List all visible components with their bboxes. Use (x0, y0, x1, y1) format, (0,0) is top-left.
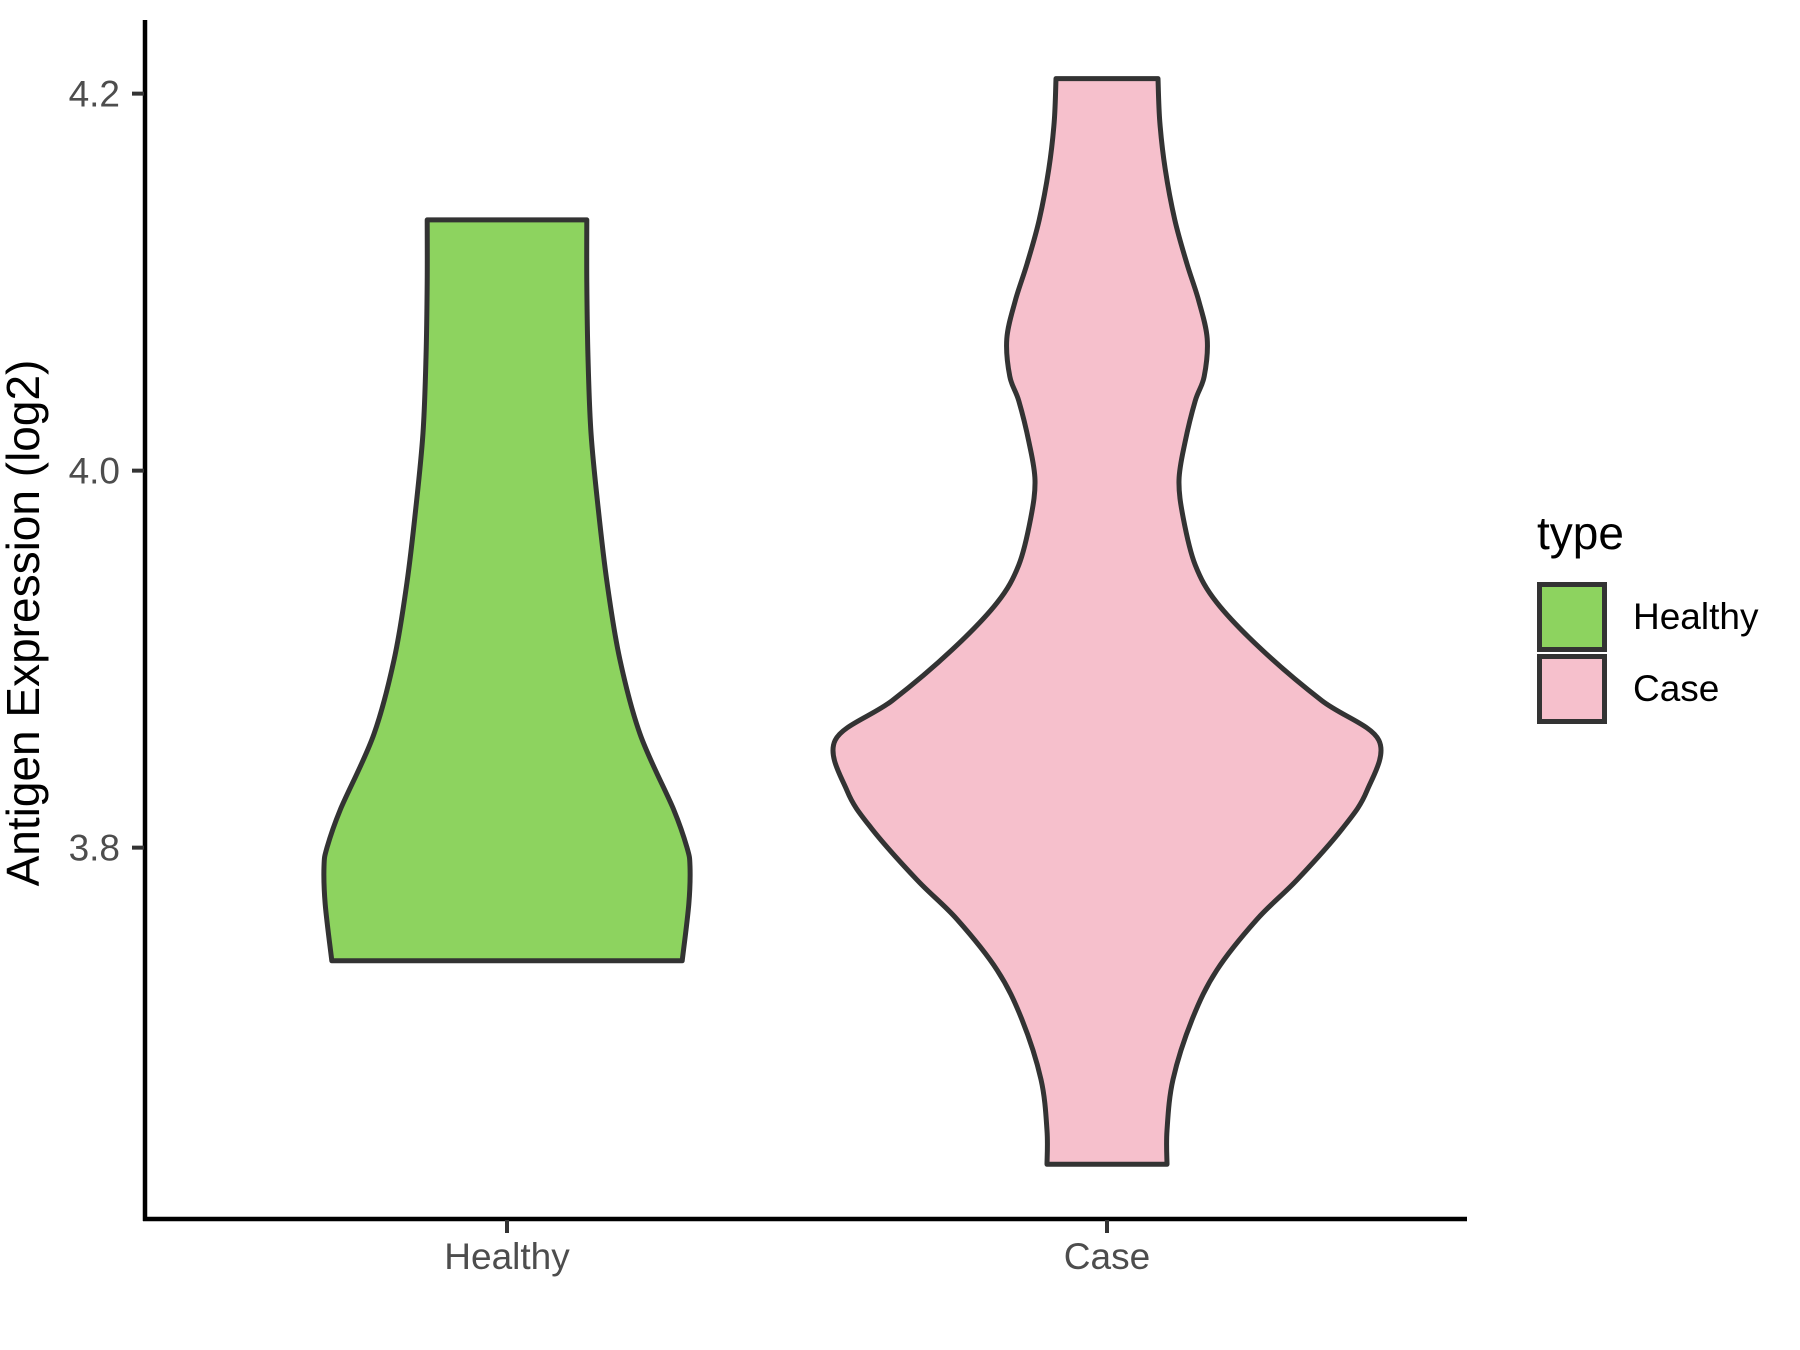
y-axis-ticks: 4.2 4.0 3.8 (69, 74, 144, 869)
violin-case (830, 76, 1384, 1167)
legend: type Healthy Case (1537, 506, 1758, 726)
legend-title: type (1537, 507, 1624, 559)
x-tick-label: Case (1064, 1236, 1150, 1277)
x-tick-label: Healthy (444, 1236, 570, 1277)
y-tick-label: 4.2 (69, 74, 120, 115)
y-axis-title: Antigen Expression (log2) (0, 359, 49, 887)
y-tick-label: 3.8 (69, 828, 120, 869)
y-tick-label: 4.0 (69, 451, 120, 492)
violins-group (321, 76, 1384, 1167)
legend-label-healthy: Healthy (1633, 596, 1759, 637)
violin-healthy (321, 217, 693, 964)
legend-label-case: Case (1633, 668, 1720, 709)
x-axis-ticks: Healthy Case (444, 1220, 1150, 1277)
legend-item-healthy: Healthy (1537, 582, 1758, 652)
legend-key-healthy-swatch (1537, 582, 1607, 652)
legend-item-case: Case (1537, 654, 1758, 724)
legend-key-case-swatch (1537, 654, 1607, 724)
